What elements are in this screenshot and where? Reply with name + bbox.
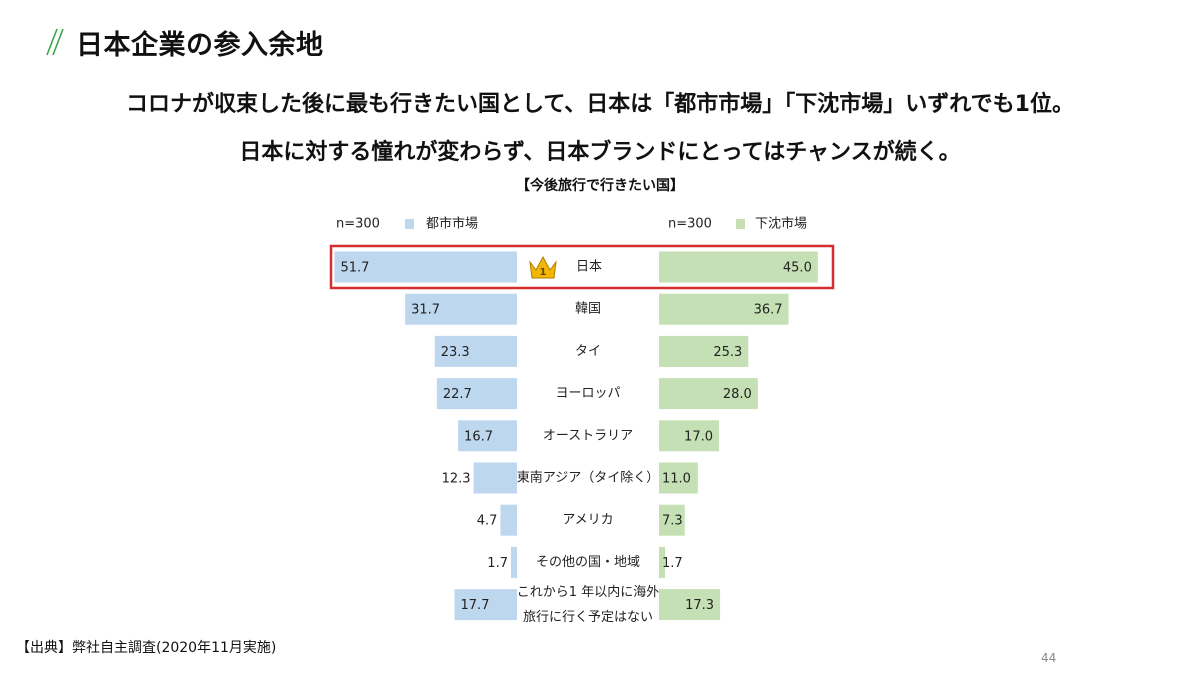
category-label: タイ [575, 344, 601, 359]
bar-left [458, 420, 517, 452]
bar-right [659, 335, 749, 367]
crown-rank-label: 1 [540, 267, 547, 278]
data-label-left: 22.7 [443, 387, 472, 402]
bar-right [659, 504, 685, 536]
category-label: 日本 [576, 260, 602, 275]
bar-right [659, 546, 666, 578]
category-label: アメリカ [562, 513, 613, 528]
bar-left [510, 546, 517, 578]
legend-sample-left: n=300 [336, 217, 380, 232]
bar-right [659, 589, 721, 621]
headline-line-1: コロナが収束した後に最も行きたい国として、日本は「都市市場」「下沈市場」いずれで… [126, 92, 1074, 117]
data-label-right: 25.3 [713, 345, 742, 360]
data-label-right: 11.0 [662, 472, 691, 487]
data-label-left: 31.7 [411, 303, 440, 318]
data-label-right: 17.3 [685, 598, 714, 613]
data-label-right: 17.0 [684, 429, 713, 444]
double-slash-icon [46, 28, 64, 56]
bar-left [434, 335, 517, 367]
data-label-left: 17.7 [461, 598, 490, 613]
page-header: 日本企業の参入余地 [38, 22, 324, 62]
category-label: これから1 年以内に海外 [517, 584, 659, 600]
chart-title: 【今後旅行で行きたい国】 [516, 178, 684, 194]
bar-left [436, 378, 517, 410]
bar-left [405, 293, 517, 325]
legend-swatch-right [736, 219, 745, 229]
highlight-box [329, 244, 835, 290]
crown-shape [529, 255, 557, 279]
headline-line-2: 日本に対する憧れが変わらず、日本ブランドにとってはチャンスが続く。 [239, 140, 961, 165]
legend-swatch-left [405, 219, 414, 229]
bar-left [473, 462, 517, 494]
bar-right [659, 251, 818, 283]
data-label-right: 45.0 [783, 261, 812, 276]
data-label-left: 51.7 [340, 261, 369, 276]
bar-right [659, 378, 758, 410]
category-label: 東南アジア（タイ除く） [517, 470, 659, 486]
page-number: 44 [1041, 651, 1057, 665]
crown-icon: 1 [529, 255, 557, 279]
source-note: 【出典】弊社自主調査(2020年11月実施) [16, 640, 277, 656]
page-title: 日本企業の参入余地 [76, 29, 324, 61]
legend-sample-right: n=300 [668, 217, 712, 232]
category-label: ヨーロッパ [555, 386, 620, 401]
data-label-right: 36.7 [754, 303, 783, 318]
data-label-right: 28.0 [723, 387, 752, 402]
data-label-left: 12.3 [442, 472, 471, 487]
legend-label-left: 都市市場 [426, 216, 478, 232]
legend-label-right: 下沈市場 [755, 216, 807, 232]
data-label-left: 1.7 [487, 556, 508, 571]
bar-left [454, 589, 517, 621]
bar-right [659, 462, 698, 494]
category-label: オーストラリア [543, 428, 633, 443]
bar-right [659, 293, 789, 325]
category-label: 韓国 [575, 302, 601, 317]
bar-left [334, 251, 517, 283]
data-label-left: 4.7 [477, 514, 498, 529]
data-label-right: 1.7 [662, 556, 683, 571]
category-label: 旅行に行く予定はない [523, 610, 653, 625]
data-label-left: 16.7 [464, 429, 493, 444]
category-label: その他の国・地域 [536, 555, 640, 570]
data-label-left: 23.3 [441, 345, 470, 360]
bar-left [500, 504, 517, 536]
data-label-right: 7.3 [662, 514, 683, 529]
bar-right [659, 420, 720, 452]
